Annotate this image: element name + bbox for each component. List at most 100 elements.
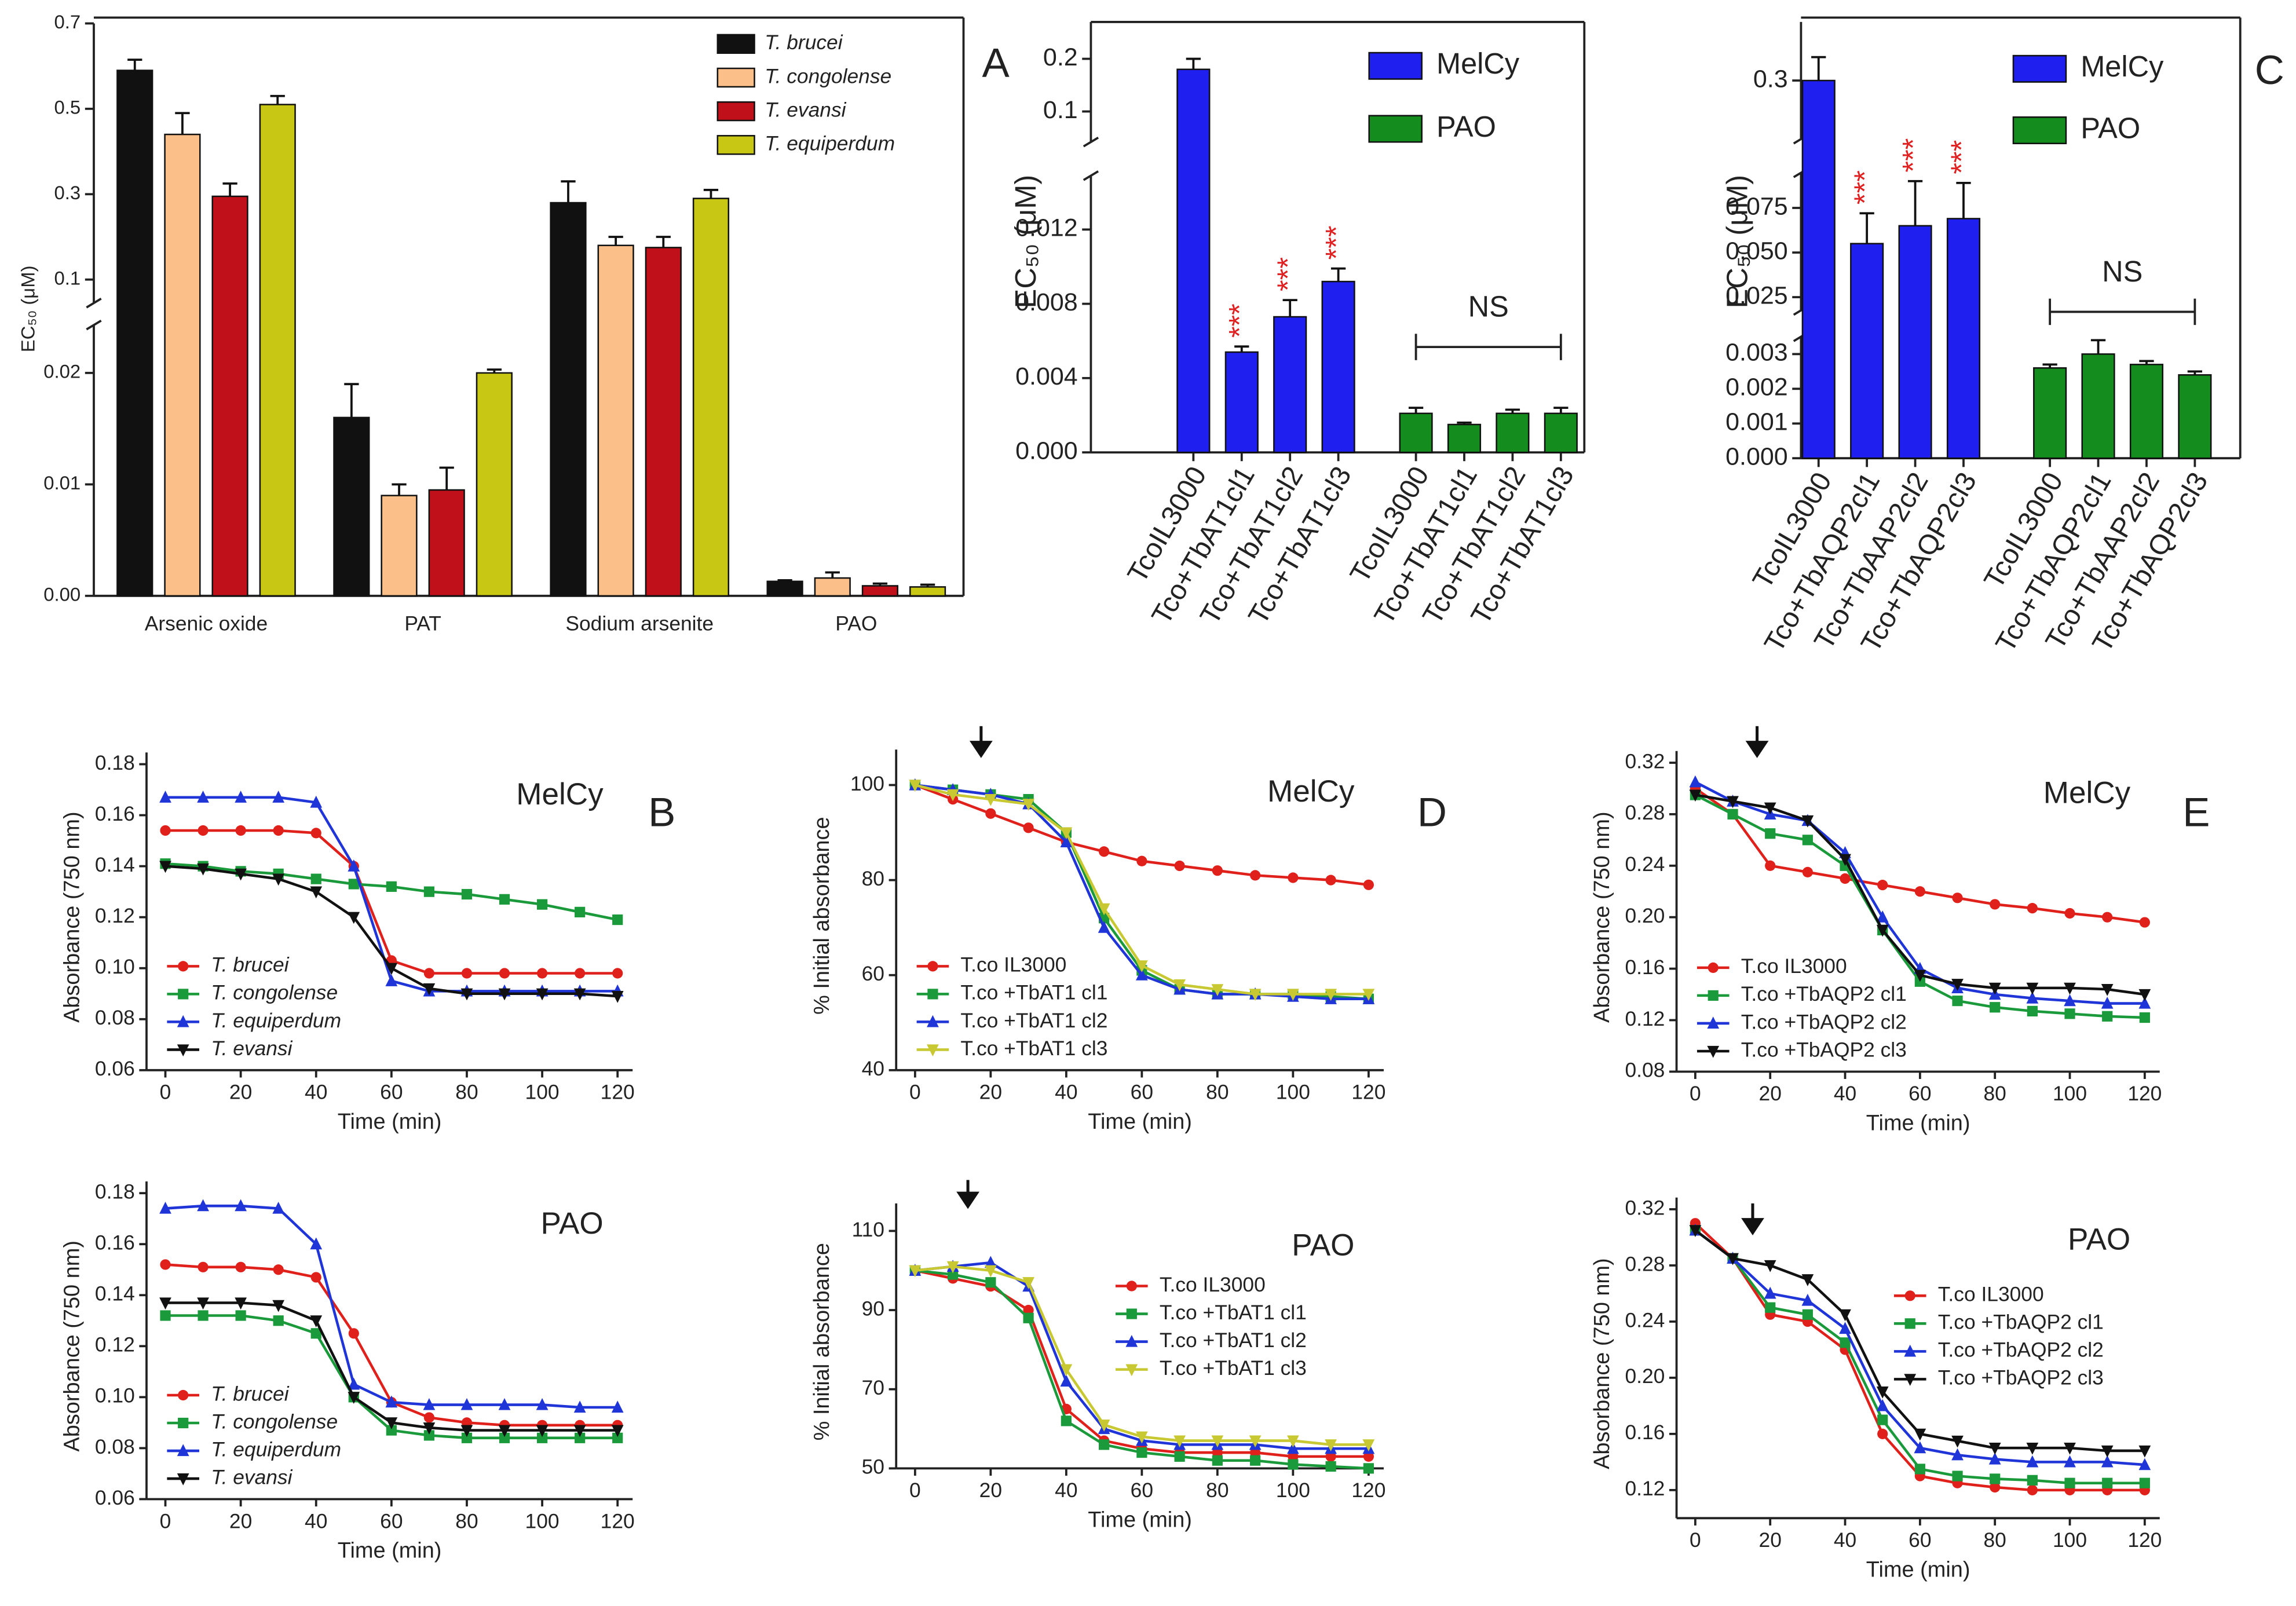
marker xyxy=(927,1044,939,1057)
y-tick-label: 110 xyxy=(852,1219,884,1241)
significance: *** xyxy=(1223,303,1256,338)
marker xyxy=(1212,1455,1223,1466)
marker xyxy=(1060,1364,1073,1377)
x-tick-label: 60 xyxy=(1909,1529,1931,1552)
marker xyxy=(1914,886,1925,897)
marker xyxy=(1764,1260,1776,1272)
marker xyxy=(2026,992,2039,1004)
bar xyxy=(645,247,682,597)
bar xyxy=(909,586,946,597)
marker xyxy=(235,1199,247,1212)
marker xyxy=(197,791,209,803)
bar xyxy=(1176,68,1211,453)
x-tick-label: PAT xyxy=(404,613,441,635)
x-tick-label: 0 xyxy=(1690,1082,1701,1105)
marker xyxy=(1802,866,1813,877)
marker xyxy=(423,968,435,979)
x-tick-label: 120 xyxy=(1351,1479,1385,1502)
legend-swatch xyxy=(2012,116,2067,144)
marker xyxy=(2102,912,2113,923)
marker xyxy=(160,1259,171,1270)
x-tick-label: 60 xyxy=(1131,1479,1153,1502)
marker xyxy=(2064,982,2076,995)
marker xyxy=(573,1400,586,1413)
marker xyxy=(1840,873,1851,884)
y-tick-label: 0.16 xyxy=(1625,1421,1665,1444)
y-tick-label: 70 xyxy=(862,1377,884,1399)
marker xyxy=(2139,1012,2150,1023)
legend-label: T.co IL3000 xyxy=(960,954,1066,976)
marker xyxy=(348,1377,360,1390)
marker xyxy=(1914,1441,1926,1454)
marker xyxy=(985,1277,996,1288)
marker xyxy=(927,961,938,972)
marker xyxy=(235,825,246,836)
legend-label: PAO xyxy=(2081,111,2140,144)
y-tick-label: 0.10 xyxy=(95,956,135,978)
legend-label: T.co +TbAT1 cl1 xyxy=(960,982,1107,1004)
panel-label: E xyxy=(2182,789,2210,835)
marker xyxy=(573,988,586,1001)
marker xyxy=(909,780,922,792)
marker xyxy=(1708,962,1719,973)
marker xyxy=(1212,865,1223,876)
bar xyxy=(1224,351,1259,453)
x-tick-label: 80 xyxy=(455,1510,478,1532)
panel-label: A xyxy=(982,39,1010,85)
bar xyxy=(2033,367,2067,459)
series-line xyxy=(915,1265,1369,1446)
bar xyxy=(1850,243,1884,459)
marker xyxy=(1287,1435,1299,1448)
x-axis-label: Time (min) xyxy=(338,1538,442,1563)
marker xyxy=(1990,899,2001,910)
x-tick-label: 0 xyxy=(160,1081,171,1104)
marker xyxy=(612,1432,623,1443)
marker xyxy=(272,1201,285,1214)
marker xyxy=(498,1398,511,1410)
marker xyxy=(2027,903,2038,914)
marker xyxy=(235,1310,246,1321)
marker xyxy=(160,1310,171,1321)
y-axis-label: Absorbance (750 nm) xyxy=(60,811,85,1023)
bar xyxy=(861,585,899,597)
x-tick-label: 80 xyxy=(1206,1479,1229,1502)
y-tick-label: 0.16 xyxy=(1625,956,1665,979)
marker xyxy=(1876,910,1889,923)
marker xyxy=(310,1328,321,1339)
marker xyxy=(2139,917,2150,928)
marker xyxy=(946,1261,959,1274)
legend-label: T. equiperdum xyxy=(211,1009,341,1032)
marker xyxy=(1023,1312,1034,1323)
marker xyxy=(1904,1344,1917,1357)
marker xyxy=(235,791,247,803)
bar xyxy=(1496,412,1530,453)
marker xyxy=(1060,1374,1073,1387)
y-tick-label: 0.3 xyxy=(1753,65,1788,93)
y-tick-label: 0.075 xyxy=(1725,192,1788,220)
marker xyxy=(1249,989,1262,1001)
marker xyxy=(1060,835,1073,848)
marker xyxy=(1023,822,1034,833)
marker xyxy=(1877,1428,1888,1439)
bar xyxy=(211,195,248,597)
marker xyxy=(272,873,285,886)
marker xyxy=(348,912,360,924)
marker xyxy=(575,1432,586,1443)
legend-label: T.co +TbAQP2 cl3 xyxy=(1938,1367,2104,1389)
x-axis-label: Time (min) xyxy=(338,1110,442,1134)
bar xyxy=(1946,218,1981,459)
marker xyxy=(1061,1415,1072,1426)
marker xyxy=(2027,1005,2038,1017)
marker xyxy=(1764,1286,1776,1299)
marker xyxy=(498,1425,511,1437)
marker xyxy=(159,1297,171,1310)
legend-label: T. evansi xyxy=(765,98,846,121)
marker xyxy=(1136,1447,1147,1458)
marker xyxy=(2102,1011,2113,1022)
x-tick-label: 120 xyxy=(2127,1082,2162,1105)
marker xyxy=(498,988,511,1001)
marker xyxy=(984,1265,997,1278)
bar xyxy=(2081,353,2115,459)
y-tick-label: 0.32 xyxy=(1625,1197,1665,1219)
legend-label: T.co IL3000 xyxy=(1938,1283,2044,1306)
